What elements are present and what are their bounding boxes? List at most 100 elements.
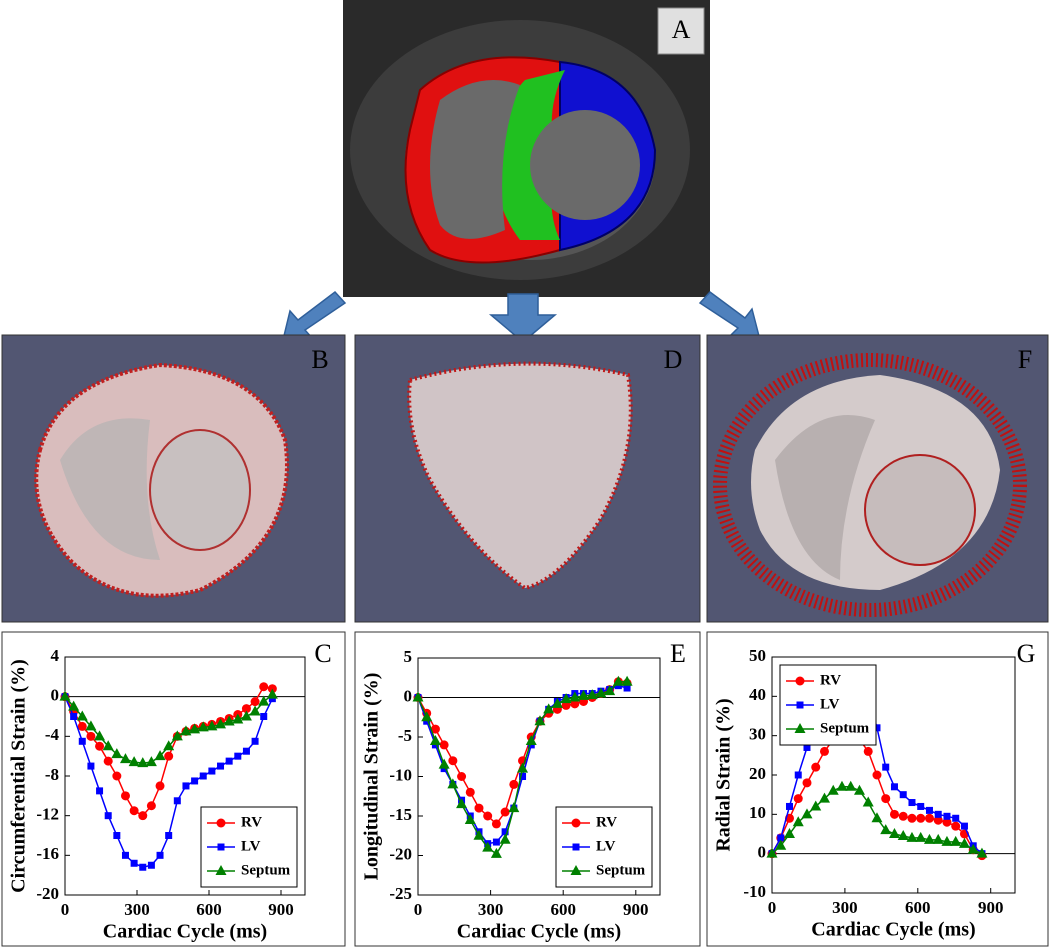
marker bbox=[154, 750, 166, 761]
marker bbox=[197, 721, 209, 732]
marker bbox=[138, 811, 148, 821]
marker bbox=[128, 756, 140, 767]
legend-label: RV bbox=[820, 672, 841, 688]
marker bbox=[560, 693, 572, 704]
marker bbox=[543, 703, 555, 714]
y-tick-label: -8 bbox=[45, 765, 59, 784]
x-axis-label: Cardiac Cycle (ms) bbox=[811, 919, 975, 941]
marker bbox=[794, 723, 806, 733]
marker bbox=[266, 688, 278, 699]
x-tick-label: 300 bbox=[832, 898, 858, 917]
marker bbox=[102, 740, 114, 751]
marker bbox=[951, 821, 961, 831]
marker bbox=[429, 734, 441, 745]
y-tick-label: 0 bbox=[51, 686, 60, 705]
x-tick-label: 600 bbox=[905, 898, 931, 917]
marker bbox=[215, 865, 227, 875]
marker bbox=[482, 841, 494, 852]
marker bbox=[612, 675, 624, 686]
y-tick-label: 40 bbox=[749, 685, 766, 704]
marker bbox=[259, 682, 269, 692]
chart-panel bbox=[354, 631, 701, 947]
marker bbox=[923, 833, 935, 844]
y-tick-label: -12 bbox=[36, 805, 59, 824]
marker bbox=[483, 811, 493, 821]
marker bbox=[430, 724, 440, 734]
marker bbox=[604, 685, 616, 696]
marker bbox=[501, 828, 509, 836]
marker bbox=[519, 773, 527, 780]
marker bbox=[967, 843, 979, 854]
marker bbox=[155, 781, 165, 791]
panel-label: C bbox=[314, 639, 331, 668]
marker bbox=[623, 684, 631, 692]
y-tick-label: -10 bbox=[389, 765, 412, 784]
marker bbox=[147, 861, 155, 869]
marker bbox=[853, 784, 865, 795]
panel-f-image: F bbox=[706, 334, 1049, 623]
legend-label: Septum bbox=[596, 862, 646, 878]
marker bbox=[78, 737, 86, 745]
marker bbox=[474, 803, 484, 813]
marker bbox=[509, 779, 519, 789]
marker bbox=[199, 772, 207, 780]
marker bbox=[873, 724, 881, 732]
y-tick-label: -16 bbox=[36, 844, 59, 863]
marker bbox=[569, 691, 581, 702]
marker bbox=[917, 802, 925, 810]
legend-label: RV bbox=[596, 814, 617, 830]
marker bbox=[260, 713, 268, 720]
marker bbox=[232, 713, 244, 724]
marker bbox=[783, 828, 795, 838]
marker bbox=[872, 770, 882, 780]
marker bbox=[881, 794, 891, 804]
marker bbox=[473, 829, 485, 840]
y-tick-label: -10 bbox=[743, 882, 766, 901]
marker bbox=[250, 697, 260, 707]
panel-label: A bbox=[672, 15, 691, 44]
marker bbox=[215, 718, 227, 729]
marker bbox=[456, 798, 468, 809]
marker bbox=[925, 806, 933, 814]
marker bbox=[492, 838, 500, 846]
chart-panel bbox=[1, 631, 346, 947]
y-tick-label: -5 bbox=[398, 726, 412, 745]
legend-label: Septum bbox=[241, 862, 291, 878]
y-axis-label: Radial Strain (%) bbox=[713, 698, 735, 851]
y-tick-label: -20 bbox=[389, 844, 412, 863]
y-tick-label: 4 bbox=[51, 646, 60, 665]
marker bbox=[137, 757, 149, 768]
marker bbox=[810, 800, 822, 811]
marker bbox=[888, 828, 900, 838]
marker bbox=[621, 675, 633, 686]
marker bbox=[464, 813, 476, 824]
marker bbox=[836, 780, 848, 791]
marker bbox=[898, 811, 908, 821]
y-tick-label: -4 bbox=[45, 725, 60, 744]
marker bbox=[785, 802, 793, 810]
legend-label: Septum bbox=[820, 720, 870, 736]
x-tick-label: 0 bbox=[414, 900, 423, 919]
marker bbox=[120, 791, 130, 801]
marker bbox=[766, 847, 778, 858]
panel-label: D bbox=[664, 345, 683, 374]
marker bbox=[941, 835, 953, 846]
marker bbox=[958, 837, 970, 848]
marker bbox=[942, 817, 952, 827]
y-tick-label: 30 bbox=[749, 725, 766, 744]
marker bbox=[163, 740, 175, 751]
marker bbox=[924, 813, 934, 823]
marker bbox=[217, 843, 225, 851]
marker bbox=[571, 818, 581, 828]
chart-panel bbox=[706, 631, 1049, 947]
marker bbox=[206, 720, 218, 731]
marker bbox=[191, 777, 199, 785]
marker bbox=[792, 816, 804, 827]
marker bbox=[595, 687, 607, 698]
y-tick-label: 0 bbox=[404, 686, 413, 705]
marker bbox=[70, 713, 78, 720]
marker bbox=[976, 847, 988, 858]
marker bbox=[915, 831, 927, 842]
marker bbox=[59, 690, 71, 701]
